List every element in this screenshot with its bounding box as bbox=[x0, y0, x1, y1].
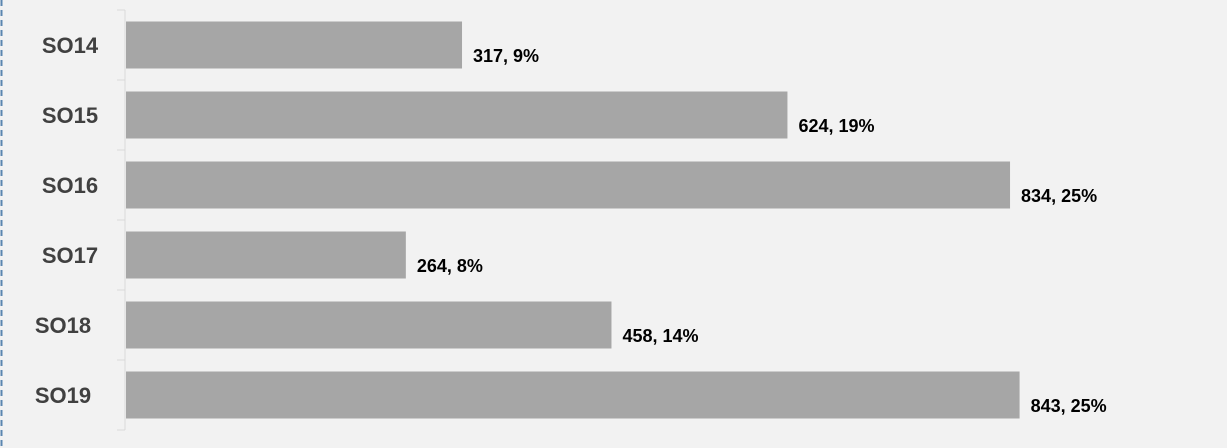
data-label-so15: 624, 19% bbox=[798, 116, 874, 136]
data-label-so16: 834, 25% bbox=[1021, 186, 1097, 206]
category-axis bbox=[117, 9, 126, 431]
bar-so16 bbox=[126, 161, 1011, 209]
bars bbox=[126, 21, 1020, 419]
category-label-so16: SO16 bbox=[42, 173, 98, 198]
category-label-so18: SO18 bbox=[35, 313, 91, 338]
bar-so15 bbox=[126, 91, 788, 139]
data-label-so18: 458, 14% bbox=[622, 326, 698, 346]
category-label-so17: SO17 bbox=[42, 243, 98, 268]
data-label-so14: 317, 9% bbox=[473, 46, 539, 66]
bar-so14 bbox=[126, 21, 463, 69]
data-labels: 317, 9% 624, 19% 834, 25% 264, 8% 458, 14% 84… bbox=[417, 46, 1107, 416]
category-label-so15: SO15 bbox=[42, 103, 98, 128]
category-label-so19: SO19 bbox=[35, 383, 91, 408]
bar-so17 bbox=[126, 231, 406, 279]
bar-so18 bbox=[126, 301, 612, 349]
bar-so19 bbox=[126, 371, 1020, 419]
data-label-so17: 264, 8% bbox=[417, 256, 483, 276]
data-label-so19: 843, 25% bbox=[1031, 396, 1107, 416]
category-label-so14: SO14 bbox=[42, 33, 99, 58]
category-labels: SO14 SO15 SO16 SO17 SO18 SO19 bbox=[35, 33, 99, 408]
